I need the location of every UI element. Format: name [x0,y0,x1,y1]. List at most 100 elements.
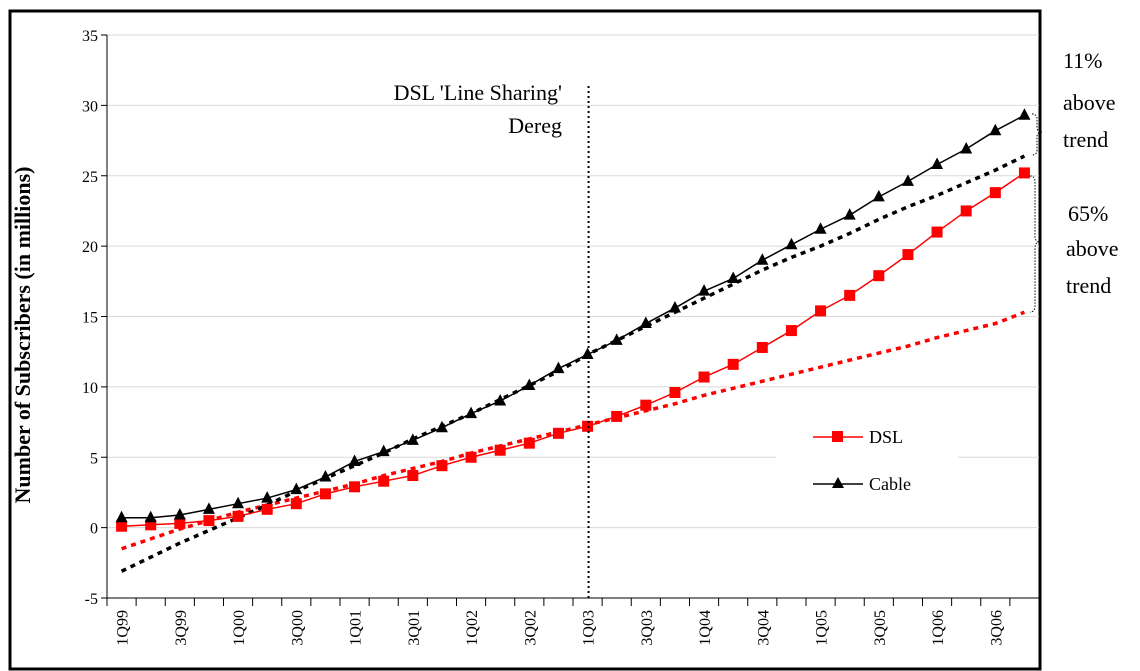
data-point-dsl [989,187,1001,199]
data-point-dsl [611,410,623,422]
data-point-dsl [1018,167,1030,179]
data-point-cable [756,253,769,265]
data-point-cable [319,469,332,482]
data-point-cable [523,378,536,390]
data-point-dsl [494,444,506,456]
data-point-dsl [145,519,157,531]
data-point-dsl [174,517,186,529]
legend-box [776,418,958,506]
x-tick-label: 1Q04 [697,610,714,646]
y-tick-label: 5 [90,450,98,467]
data-point-dsl [523,437,535,449]
dsl-gap-brace [1029,175,1041,313]
y-tick-label: 15 [82,310,98,327]
dsl-above-trend-percent: 65% [1068,201,1108,226]
data-point-dsl [815,305,827,317]
data-point-dsl [931,226,943,238]
data-point-dsl [902,249,914,261]
x-tick-label: 3Q99 [173,610,190,646]
chart-outer-border [8,9,1042,671]
data-point-dsl [378,475,390,487]
data-point-cable [232,496,245,509]
cable-above-trend-word1: above [1063,90,1116,115]
legend-dsl-label: DSL [869,427,903,447]
data-point-dsl [785,325,797,337]
data-point-dsl [465,451,477,463]
data-point-cable [465,406,478,419]
data-point-dsl [960,205,972,217]
data-point-dsl [407,470,419,482]
x-tick-label: 3Q02 [522,610,539,646]
y-tick-label: 20 [82,239,98,256]
x-tick-label: 3Q05 [872,610,889,646]
data-point-cable [173,507,186,520]
cable-above-trend-percent: 11% [1063,48,1103,73]
data-point-cable [989,123,1002,136]
gridlines [107,34,1039,529]
y-axis-label: Number of Subscribers (in millions) [10,167,35,504]
data-point-cable [901,174,914,186]
data-point-cable [814,222,827,234]
x-tick-label: 3Q03 [639,610,656,646]
data-point-dsl [232,510,244,522]
data-point-cable [261,491,274,503]
data-point-cable [552,361,565,374]
y-tick-label: 35 [82,28,98,45]
y-tick-label: -5 [85,591,98,608]
x-tick-label: 1Q06 [930,610,947,646]
cable-above-trend-word2: trend [1063,127,1108,152]
data-point-cable [202,502,215,514]
data-point-cable [435,420,448,433]
data-point-dsl [844,289,856,301]
data-point-cable [668,301,681,313]
x-tick-label: 3Q01 [406,610,423,646]
axes: -5 0 5 10 15 20 25 30 35 1Q99 3Q99 1Q00 3Q00 1Q01 3Q01… [82,28,1040,646]
x-tick-label: 3Q00 [289,610,306,646]
data-point-cable [1018,108,1031,120]
data-point-cable [115,510,128,523]
data-point-cable [698,284,711,296]
data-point-dsl [436,460,448,472]
legend: DSL Cable [776,418,958,506]
data-point-cable [785,237,798,250]
data-point-cable [639,316,652,329]
data-point-dsl [552,427,564,439]
data-point-dsl [640,399,652,411]
x-tick-label: 1Q01 [348,610,365,646]
data-point-cable [581,347,594,360]
data-point-cable [377,444,390,457]
y-tick-label: 10 [82,380,98,397]
data-point-cable [406,433,419,445]
annotations: DSL 'Line Sharing' Dereg 11% above trend… [394,48,1119,598]
x-tick-label: 3Q06 [988,610,1005,646]
data-point-dsl [727,358,739,370]
data-point-dsl [319,488,331,500]
data-point-cable [843,208,856,220]
series [115,108,1031,532]
data-point-dsl [290,498,302,510]
y-tick-label: 25 [82,169,98,186]
data-point-dsl [116,520,128,532]
data-point-dsl [756,341,768,353]
data-point-dsl [261,503,273,515]
data-point-cable [144,510,157,523]
x-tick-label: 1Q03 [581,610,598,646]
dsl-above-trend-word2: trend [1066,273,1111,298]
data-point-cable [931,157,944,169]
data-point-cable [290,482,303,495]
data-point-dsl [669,387,681,399]
legend-cable-marker [832,477,844,488]
x-tick-label: 1Q99 [115,610,132,646]
legend-cable-label: Cable [869,474,911,494]
data-point-cable [727,271,740,283]
x-tick-label: 1Q05 [814,610,831,646]
data-point-dsl [349,481,361,493]
data-point-dsl [873,270,885,282]
data-point-dsl [698,371,710,383]
y-tick-label: 0 [90,521,98,538]
y-tick-label: 30 [82,98,98,115]
x-tick-label: 1Q00 [231,610,248,646]
legend-dsl-marker [832,431,843,442]
dsl-above-trend-word1: above [1066,236,1119,261]
